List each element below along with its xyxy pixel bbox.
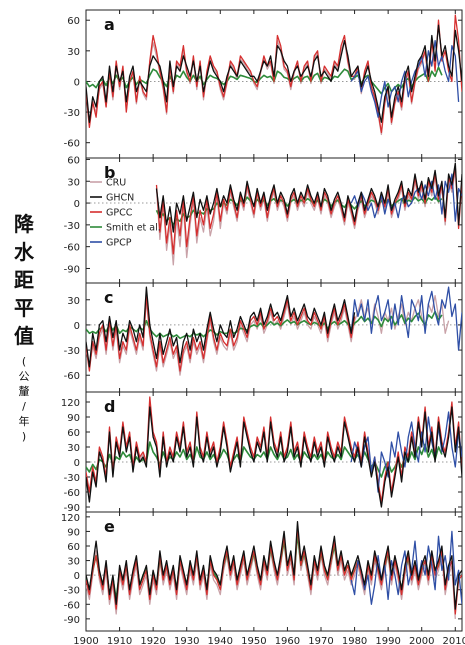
- x-tick-label: 1970: [308, 636, 333, 645]
- series-line-gpcc: [155, 166, 462, 255]
- y-axis-unit-char: 年: [18, 415, 30, 428]
- series-line-cru: [86, 39, 426, 136]
- y-axis-title-char: 平: [14, 296, 34, 320]
- y-axis-unit-char: 公: [18, 370, 30, 383]
- y-tick-label: 30: [67, 47, 80, 58]
- y-axis-unit-char: ): [21, 430, 27, 443]
- legend-label-ghcn: GHCN: [106, 193, 134, 204]
- panel-d: -90 -60 -30 0 30 60 90 120 d: [61, 391, 463, 514]
- y-tick-label: 120: [61, 513, 80, 524]
- panel-letter: d: [104, 397, 115, 416]
- y-tick-label: 0: [74, 571, 80, 582]
- panel-letter: c: [104, 288, 113, 307]
- y-tick-label: -30: [64, 346, 80, 357]
- x-tick-label: 1930: [174, 636, 199, 645]
- x-tick-label: 1900: [73, 636, 98, 645]
- y-axis-unit-char: /: [22, 400, 26, 413]
- legend: CRU GHCN GPCC Smith et al. GPCP: [90, 178, 161, 249]
- y-tick-label: 30: [67, 177, 80, 188]
- panel-frame: [85, 157, 463, 284]
- y-axis-title-char: 水: [14, 240, 34, 264]
- panel-letter: b: [104, 163, 115, 182]
- y-axis-title-char: 降: [14, 212, 34, 236]
- y-tick-label: 90: [67, 527, 80, 538]
- y-axis-unit: ( 公釐 / 年): [4, 354, 44, 444]
- panel-e: -90 -60 -30 0 30 60 90 120 e: [61, 511, 463, 632]
- y-tick-label: -60: [64, 600, 80, 611]
- series-line-gpcp: [350, 286, 462, 351]
- x-tick-label: 2000: [409, 636, 434, 645]
- y-tick-label: -30: [64, 221, 80, 232]
- y-tick-label: -60: [64, 243, 80, 254]
- y-axis-title-char: 距: [14, 268, 34, 292]
- y-tick-label: 120: [61, 398, 80, 409]
- y-tick-label: 60: [67, 155, 80, 166]
- legend-label-gpcp: GPCP: [106, 238, 132, 249]
- y-tick-label: -60: [64, 139, 80, 150]
- y-axis-title-main: 降水距平值: [4, 210, 44, 350]
- series-line-ghcn: [86, 406, 462, 508]
- y-tick-label: 0: [74, 77, 80, 88]
- y-tick-label: 30: [67, 557, 80, 568]
- x-tick-label: 1960: [275, 636, 300, 645]
- x-tick-label: 1920: [140, 636, 165, 645]
- legend-label-cru: CRU: [106, 178, 126, 189]
- series-line-ghcn: [86, 521, 462, 610]
- y-tick-label: -30: [64, 473, 80, 484]
- series-line-gpcp: [350, 39, 460, 118]
- y-tick-label: 0: [74, 458, 80, 469]
- y-tick-label: 30: [67, 443, 80, 454]
- y-tick-label: -90: [64, 615, 80, 626]
- y-tick-label: 0: [74, 321, 80, 332]
- y-tick-label: 90: [67, 413, 80, 424]
- series-line-gpcc: [86, 396, 462, 503]
- series-line-gpcc: [86, 294, 356, 372]
- x-tick-label: 1940: [208, 636, 233, 645]
- series-line-ghcn: [86, 286, 356, 368]
- series-line-ghcn: [86, 24, 462, 123]
- legend-label-gpcc: GPCC: [106, 208, 133, 219]
- panel-a: -60 -30 0 30 60 a: [64, 9, 463, 159]
- y-axis-title-char: 值: [14, 324, 34, 348]
- y-tick-label: -60: [64, 488, 80, 499]
- series-line-ghcn: [155, 162, 462, 233]
- y-tick-label: 0: [74, 199, 80, 210]
- y-tick-label: 60: [67, 16, 80, 27]
- legend-label-smith-et-al: Smith et al.: [106, 223, 161, 234]
- x-tick-label: 1950: [241, 636, 266, 645]
- panel-frame: [85, 511, 463, 632]
- y-tick-label: -30: [64, 108, 80, 119]
- panel-frame: [85, 282, 463, 393]
- x-tick-label: 1980: [342, 636, 367, 645]
- y-tick-label: -30: [64, 586, 80, 597]
- y-axis-unit-char: (: [21, 355, 27, 368]
- y-tick-label: 30: [67, 296, 80, 307]
- x-tick-label: 1910: [107, 636, 132, 645]
- series-line-smith-et-al: [86, 441, 443, 478]
- y-axis-title: 降水距平值 ( 公釐 / 年): [4, 210, 44, 444]
- panel-c: -60 -30 0 30 c: [64, 282, 463, 393]
- panel-letter: e: [104, 517, 115, 536]
- panel-letter: a: [104, 15, 115, 34]
- y-tick-label: -60: [64, 371, 80, 382]
- y-tick-label: -90: [64, 264, 80, 275]
- x-tick-label: 2010: [443, 636, 465, 645]
- y-axis-unit-char: 釐: [18, 385, 30, 398]
- y-tick-label: -90: [64, 503, 80, 514]
- x-tick-label: 1990: [375, 636, 400, 645]
- y-tick-label: 60: [67, 542, 80, 553]
- y-tick-label: 60: [67, 428, 80, 439]
- series-line-gpcp: [350, 411, 462, 493]
